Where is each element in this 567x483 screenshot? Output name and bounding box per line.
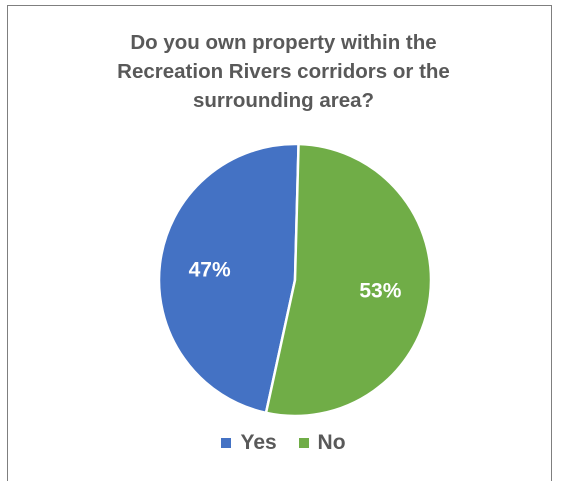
pie-slices [157,142,433,418]
chart-legend: Yes No [0,430,567,455]
pie-data-labels: 47% 53% [189,259,402,303]
legend-item-no: No [298,431,346,455]
data-label-yes: 47% [189,259,231,282]
chart-title-line-2: Recreation Rivers corridors or the [117,60,450,83]
pie-slice-yes [157,142,300,415]
data-label-no: 53% [359,279,401,302]
legend-swatch-yes [221,438,232,448]
chart-title: Do you own property within the Recreatio… [0,28,567,115]
legend-label-no: No [317,431,346,454]
chart-title-line-1: Do you own property within the [130,31,437,54]
legend-item-yes: Yes [221,431,277,455]
pie-slice-no [264,142,433,418]
chart-title-line-3: surrounding area? [192,89,375,112]
legend-swatch-no [298,438,309,448]
legend-label-yes: Yes [240,431,277,454]
